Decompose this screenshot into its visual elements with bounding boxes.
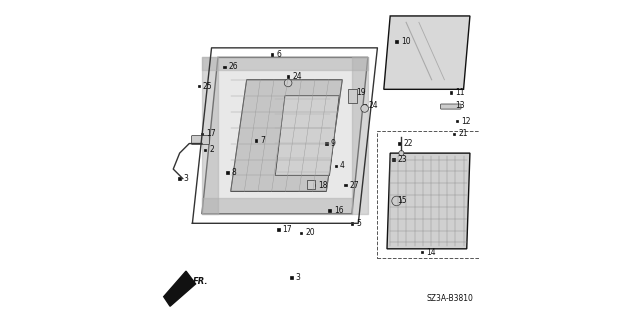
Bar (452, 133, 455, 135)
Circle shape (284, 79, 292, 87)
Polygon shape (384, 16, 470, 89)
Bar (392, 200, 395, 202)
Text: 10: 10 (401, 37, 410, 46)
Circle shape (392, 196, 401, 206)
Bar (277, 228, 280, 231)
Bar (290, 276, 292, 279)
Text: 7: 7 (260, 136, 265, 145)
Text: 17: 17 (283, 225, 292, 234)
Bar (255, 139, 257, 142)
Text: 2: 2 (209, 145, 214, 154)
Circle shape (399, 151, 404, 156)
Bar (226, 171, 228, 174)
Bar (328, 209, 331, 212)
Text: 3: 3 (184, 174, 189, 183)
Bar (287, 75, 289, 78)
Text: 12: 12 (461, 117, 471, 126)
Bar (312, 184, 315, 186)
Bar (396, 40, 398, 43)
Text: 24: 24 (292, 72, 302, 81)
Polygon shape (164, 271, 196, 306)
Polygon shape (230, 80, 342, 191)
Bar (364, 104, 366, 107)
Polygon shape (202, 57, 368, 214)
Bar (449, 104, 452, 107)
Text: 4: 4 (340, 161, 345, 170)
Text: 27: 27 (349, 181, 359, 189)
FancyBboxPatch shape (348, 89, 357, 103)
Bar (325, 142, 328, 145)
Text: 22: 22 (404, 139, 413, 148)
Text: 18: 18 (318, 181, 327, 189)
Polygon shape (275, 96, 339, 175)
Bar (351, 222, 353, 225)
Bar (271, 53, 273, 56)
Bar (204, 149, 207, 151)
Bar (223, 66, 225, 68)
Bar (300, 232, 302, 234)
Polygon shape (387, 153, 470, 249)
FancyBboxPatch shape (307, 180, 315, 189)
Text: 21: 21 (458, 130, 468, 138)
Bar (392, 158, 395, 161)
Bar (399, 142, 401, 145)
Text: 25: 25 (203, 82, 212, 91)
Bar (335, 165, 337, 167)
Text: 19: 19 (356, 88, 365, 97)
FancyBboxPatch shape (191, 136, 209, 145)
Bar (344, 184, 347, 186)
Text: 9: 9 (330, 139, 335, 148)
Bar (449, 91, 452, 94)
Text: 17: 17 (206, 130, 216, 138)
Text: 26: 26 (228, 63, 238, 71)
Text: SZ3A-B3810: SZ3A-B3810 (426, 294, 473, 303)
Text: 15: 15 (397, 197, 407, 205)
Text: 16: 16 (333, 206, 343, 215)
Bar (456, 120, 458, 122)
Bar (198, 85, 200, 87)
Bar (351, 91, 353, 94)
Text: 11: 11 (455, 88, 465, 97)
Text: 6: 6 (276, 50, 281, 59)
Text: 13: 13 (455, 101, 465, 110)
Text: 8: 8 (232, 168, 236, 177)
Bar (201, 133, 204, 135)
Circle shape (361, 105, 369, 112)
Text: 23: 23 (397, 155, 407, 164)
Text: 14: 14 (426, 248, 436, 256)
FancyBboxPatch shape (440, 104, 461, 109)
Text: 3: 3 (296, 273, 300, 282)
Bar (179, 177, 181, 180)
Text: 24: 24 (369, 101, 378, 110)
Text: FR.: FR. (193, 277, 208, 286)
Text: 20: 20 (305, 228, 315, 237)
Text: 5: 5 (356, 219, 361, 228)
Bar (421, 251, 423, 253)
